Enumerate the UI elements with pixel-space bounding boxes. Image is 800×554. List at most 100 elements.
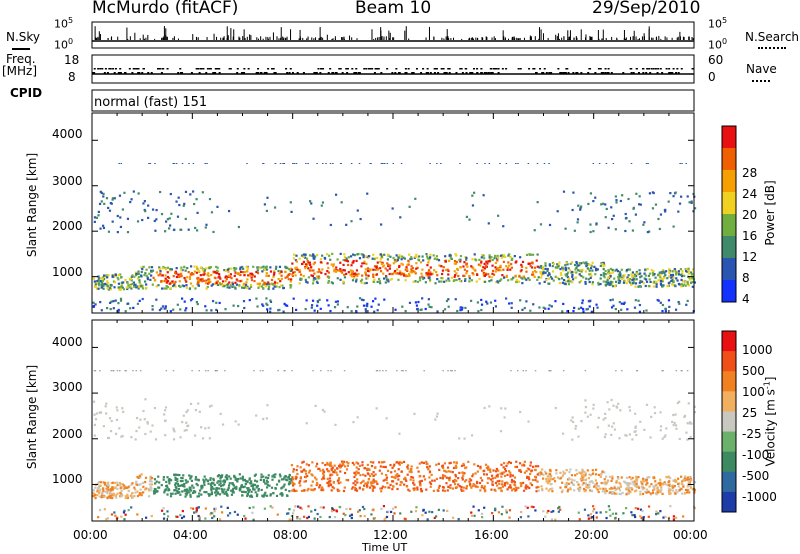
power-sample	[542, 272, 545, 275]
power-sample	[578, 269, 582, 273]
velocity-sample	[426, 518, 429, 521]
velocity-sample	[513, 484, 517, 487]
velocity-sample	[635, 489, 638, 492]
freq-sample	[473, 68, 476, 70]
freq-sample	[271, 68, 274, 70]
power-sample	[567, 267, 570, 270]
noise-sample	[126, 27, 128, 40]
power-sample	[485, 265, 488, 268]
velocity-sample-dot	[636, 370, 638, 372]
nave-sample	[661, 72, 664, 74]
power-sample	[639, 272, 642, 275]
velocity-sample	[391, 480, 395, 483]
velocity-sample	[510, 481, 513, 484]
velocity-sample	[93, 423, 97, 426]
power-sample	[679, 268, 683, 271]
power-sample	[491, 264, 494, 267]
freq-sample	[355, 68, 358, 70]
power-sample	[619, 199, 622, 203]
velocity-sample	[569, 468, 572, 471]
power-sample	[542, 306, 545, 309]
velocity-sample	[173, 489, 176, 492]
power-sample	[160, 274, 163, 277]
velocity-sample	[387, 486, 390, 489]
noise-sample	[575, 36, 577, 40]
power-sample	[635, 192, 638, 195]
power-sample	[488, 260, 491, 263]
velocity-sample	[287, 512, 290, 515]
power-sample	[414, 272, 417, 275]
power-sample	[257, 267, 260, 270]
velocity-sample	[229, 477, 232, 480]
power-sample	[450, 276, 453, 279]
power-sample	[210, 211, 214, 214]
power-sample	[494, 305, 498, 308]
power-sample	[339, 261, 342, 264]
power-sample	[312, 277, 315, 280]
velocity-sample	[686, 476, 689, 479]
velocity-sample	[480, 512, 484, 516]
power-sample	[171, 280, 174, 283]
power-sample	[398, 264, 401, 268]
velocity-sample	[506, 488, 509, 491]
power-sample	[209, 266, 212, 269]
velocity-sample	[198, 410, 201, 413]
velocity-sample	[595, 511, 598, 514]
power-sample	[169, 268, 172, 271]
velocity-sample	[366, 463, 369, 466]
velocity-sample	[186, 409, 189, 412]
velocity-sample	[452, 466, 456, 470]
velocity-sample	[164, 419, 167, 422]
power-sample	[573, 263, 577, 267]
power-sample	[262, 283, 265, 286]
power-sample	[613, 277, 616, 280]
power-sample	[525, 266, 528, 270]
velocity-sample	[635, 486, 638, 489]
power-sample	[580, 270, 583, 273]
power-sample	[521, 260, 525, 264]
velocity-sample	[221, 489, 224, 492]
power-sample	[100, 200, 103, 203]
noise-sample	[280, 27, 282, 40]
power-sample	[379, 267, 382, 270]
velocity-sample	[449, 486, 452, 490]
velocity-sample	[482, 470, 485, 473]
velocity-sample	[526, 485, 529, 488]
velocity-sample	[149, 475, 152, 478]
velocity-sample	[500, 483, 504, 486]
velocity-sample	[308, 471, 311, 474]
power-sample	[427, 272, 430, 275]
power-sample	[483, 267, 487, 270]
velocity-sample	[687, 478, 690, 481]
power-sample	[533, 275, 536, 278]
freq-sample	[589, 68, 592, 70]
power-sample	[666, 284, 669, 288]
power-sample	[607, 226, 610, 229]
power-sample	[313, 257, 316, 260]
power-sample	[223, 285, 226, 288]
velocity-sample	[339, 465, 342, 468]
noise-sample	[343, 38, 345, 40]
velocity-sample	[541, 477, 545, 480]
velocity-sample	[232, 491, 235, 494]
velocity-sample	[318, 484, 322, 487]
power-sample	[214, 282, 217, 285]
power-sample	[228, 281, 231, 284]
power-sample	[404, 279, 407, 282]
power-sample	[243, 282, 246, 286]
power-sample	[514, 275, 517, 278]
velocity-sample	[295, 468, 298, 472]
freq-sample	[142, 68, 145, 70]
velocity-sample	[164, 406, 168, 409]
power-sample	[107, 206, 110, 210]
freq-sample	[659, 68, 662, 70]
power-sample	[346, 306, 349, 309]
velocity-sample	[279, 493, 282, 496]
velocity-sample	[669, 505, 672, 508]
power-sample	[379, 260, 382, 263]
velocity-sample	[683, 477, 686, 480]
noise-sample	[331, 38, 333, 40]
power-sample	[578, 273, 581, 276]
velocity-sample-dot	[259, 370, 262, 372]
velocity-sample	[206, 479, 209, 483]
